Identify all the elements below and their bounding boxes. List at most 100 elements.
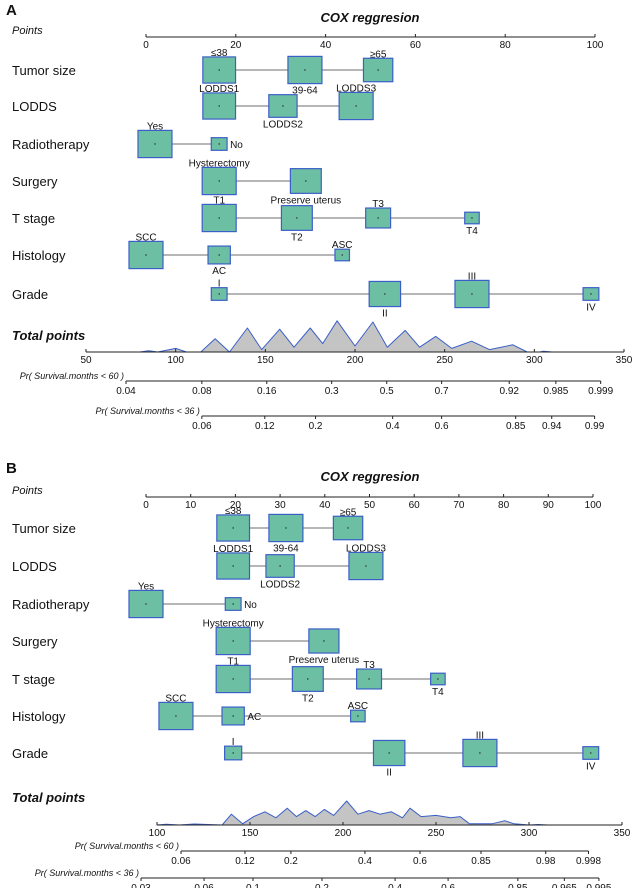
level-point	[388, 752, 390, 754]
variable-label: Histology	[12, 248, 66, 263]
level-point	[218, 69, 220, 71]
level-label: LODDS2	[263, 119, 303, 130]
points-tick-label: 90	[543, 500, 555, 511]
level-label: II	[382, 309, 388, 320]
level-point	[323, 640, 325, 642]
probability-axis-60-months: Pr( Survival.months < 60 ) 0.06 0.12 0.2 0.4…	[75, 841, 602, 867]
level-label: LODDS1	[199, 84, 239, 95]
variable-label: Tumor size	[12, 63, 76, 78]
total-points-tick-label: 100	[167, 355, 184, 366]
variable-label: Histology	[12, 709, 66, 724]
variable-row-histology: Histology SCC AC ASC	[12, 232, 352, 277]
level-point	[232, 678, 234, 680]
level-point	[232, 715, 234, 717]
level-point	[590, 293, 592, 295]
panel-label: B	[6, 460, 17, 477]
variable-row-radiotherapy: Radiotherapy Yes No	[12, 581, 257, 619]
level-label: ≥65	[370, 49, 387, 60]
variable-label: Surgery	[12, 634, 58, 649]
variable-label: Radiotherapy	[12, 597, 90, 612]
level-label: I	[218, 279, 221, 290]
variable-label: Grade	[12, 287, 48, 302]
level-label: T3	[363, 660, 375, 671]
points-tick-label: 50	[364, 500, 376, 511]
probability-tick-label: 0.85	[506, 421, 526, 432]
probability-tick-label: 0.995	[586, 883, 611, 888]
variable-label: LODDS	[12, 559, 57, 574]
level-label: ASC	[332, 240, 353, 251]
level-label: ≥65	[340, 507, 357, 518]
variable-row-lodds: LODDS LODDS1 LODDS2 LODDS3	[12, 83, 377, 130]
level-box	[289, 168, 322, 194]
probability-tick-label: 0.4	[386, 421, 400, 432]
points-tick-label: 60	[409, 500, 421, 511]
level-label: SCC	[165, 693, 186, 704]
total-points-label: Total points	[12, 328, 85, 343]
probability-tick-label: 0.1	[246, 883, 260, 888]
nomogram-panel-a: A COX reggresion Points 0 20 40 60 80 100 Tumor s…	[6, 2, 633, 432]
probability-tick-label: 0.2	[284, 856, 298, 867]
level-point	[232, 565, 234, 567]
variable-label: Grade	[12, 746, 48, 761]
level-label: LODDS3	[346, 543, 386, 554]
level-label: III	[476, 730, 484, 741]
probability-tick-label: 0.03	[131, 883, 151, 888]
variable-row-lodds: LODDS LODDS1 LODDS2 LODDS3	[12, 543, 386, 590]
points-tick-label: 100	[585, 500, 602, 511]
total-points-tick-label: 150	[242, 828, 259, 839]
probability-tick-label: 0.06	[192, 421, 212, 432]
probability-axis-label: Pr( Survival.months < 60 )	[75, 841, 179, 851]
level-box	[454, 279, 490, 309]
level-box	[216, 514, 251, 542]
points-tick-label: 20	[230, 500, 242, 511]
level-point	[304, 69, 306, 71]
variable-label: T stage	[12, 672, 55, 687]
level-point	[232, 752, 234, 754]
variable-row-t-stage: T stage T1 T2 T3 T4	[12, 195, 480, 243]
points-tick-label: 100	[587, 40, 604, 51]
level-point	[232, 527, 234, 529]
variable-row-surgery: Surgery Hysterectomy Preserve uterus	[12, 158, 341, 206]
level-point	[218, 143, 220, 145]
level-label: ≤38	[225, 506, 242, 517]
points-axis-label: Points	[12, 25, 43, 37]
level-box	[268, 513, 304, 543]
probability-axis-60-months: Pr( Survival.months < 60 ) 0.04 0.08 0.16 0.…	[20, 371, 614, 397]
probability-tick-label: 0.06	[171, 856, 191, 867]
level-point	[296, 217, 298, 219]
level-point	[355, 105, 357, 107]
level-label: No	[244, 600, 257, 611]
variable-row-surgery: Surgery Hysterectomy Preserve uterus	[12, 618, 359, 666]
probability-tick-label: 0.98	[536, 856, 556, 867]
level-label: 39-64	[273, 544, 299, 555]
probability-tick-label: 0.08	[192, 386, 212, 397]
total-points-tick-label: 200	[335, 828, 352, 839]
probability-tick-label: 0.06	[194, 883, 214, 888]
level-label: T1	[213, 195, 225, 206]
level-label: IV	[586, 302, 596, 313]
level-point	[347, 527, 349, 529]
level-point	[377, 217, 379, 219]
level-point	[341, 254, 343, 256]
level-point	[218, 105, 220, 107]
level-label: I	[232, 737, 235, 748]
level-label: T1	[227, 656, 239, 667]
total-points-tick-label: 200	[347, 355, 364, 366]
total-points-density	[139, 320, 553, 353]
level-point	[232, 640, 234, 642]
level-label: IV	[586, 761, 596, 772]
variable-row-radiotherapy: Radiotherapy Yes No	[12, 121, 243, 159]
total-points-tick-label: 250	[436, 355, 453, 366]
probability-tick-label: 0.3	[325, 386, 339, 397]
points-tick-label: 20	[230, 40, 242, 51]
probability-tick-label: 0.04	[116, 386, 136, 397]
level-label: Yes	[138, 581, 154, 592]
level-point	[307, 678, 309, 680]
points-axis-label: Points	[12, 485, 43, 497]
level-point	[285, 527, 287, 529]
probability-axis-label: Pr( Survival.months < 36 )	[35, 868, 139, 878]
probability-tick-label: 0.4	[388, 883, 402, 888]
probability-tick-label: 0.85	[471, 856, 491, 867]
probability-tick-label: 0.6	[413, 856, 427, 867]
